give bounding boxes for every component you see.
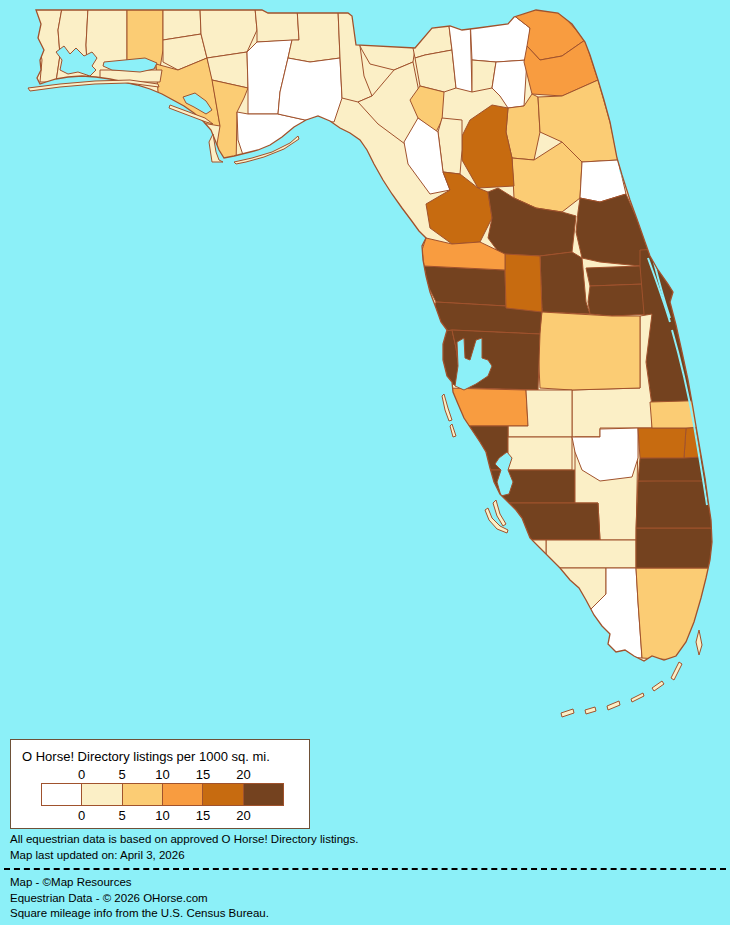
legend-tick: 20: [236, 808, 250, 823]
note-last-updated: Map last updated on: April 3, 2026: [10, 849, 185, 861]
county-polk: [538, 312, 640, 390]
legend-tick: 15: [196, 767, 210, 782]
legend-swatch-4: [203, 783, 243, 806]
county-broward: [636, 528, 718, 568]
legend-swatch-0: [41, 783, 82, 806]
county-sumter: [505, 254, 542, 312]
county-hendry: [546, 540, 636, 568]
legend-title: O Horse! Directory listings per 1000 sq.…: [22, 749, 270, 764]
legend-swatches: [41, 783, 284, 806]
legend-tick: 15: [196, 808, 210, 823]
legend-tick: 5: [118, 808, 125, 823]
legend-ticks-bottom: 0 5 10 15 20: [41, 808, 284, 822]
credit-census: Square mileage info from the U.S. Census…: [10, 907, 269, 919]
legend-swatch-1: [82, 783, 122, 806]
county-lake: [540, 252, 590, 314]
legend: O Horse! Directory listings per 1000 sq.…: [10, 739, 310, 829]
legend-tick: 5: [118, 767, 125, 782]
legend-swatch-2: [123, 783, 163, 806]
legend-swatch-5: [244, 783, 284, 806]
county-desoto: [508, 437, 572, 470]
credit-data: Equestrian Data - © 2026 OHorse.com: [10, 892, 208, 904]
legend-tick: 10: [155, 767, 169, 782]
county-hernando: [424, 266, 506, 306]
legend-tick: 20: [236, 767, 250, 782]
legend-tick: 10: [155, 808, 169, 823]
credit-map: Map - ©Map Resources: [10, 876, 132, 888]
county-okeechobee: [638, 428, 686, 458]
legend-tick: 0: [78, 808, 85, 823]
county-wakulla: [278, 58, 342, 122]
legend-swatch-3: [163, 783, 203, 806]
county-seminole: [586, 266, 644, 286]
dashed-separator: [4, 868, 726, 870]
legend-ticks-top: 0 5 10 15 20: [41, 767, 284, 781]
note-data-source: All equestrian data is based on approved…: [10, 833, 358, 845]
legend-tick: 0: [78, 767, 85, 782]
county-suwannee: [415, 50, 456, 92]
